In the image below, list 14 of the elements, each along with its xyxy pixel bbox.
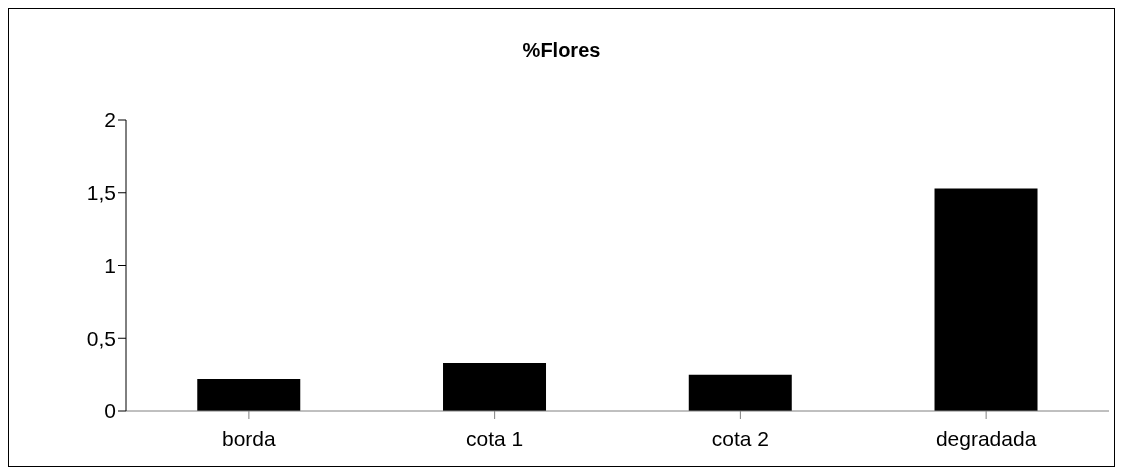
x-tick-label: cota 2 xyxy=(711,426,769,450)
bar xyxy=(934,188,1038,411)
bar xyxy=(443,362,547,411)
y-tick-label: 1 xyxy=(104,253,116,277)
y-tick-label: 2 xyxy=(104,108,116,132)
y-tick-label: 0 xyxy=(104,399,116,423)
x-tick-label: cota 1 xyxy=(466,426,524,450)
chart-title: %Flores xyxy=(521,39,602,62)
x-tick-label: borda xyxy=(222,426,277,450)
bar xyxy=(688,374,792,411)
bar xyxy=(197,378,301,411)
y-tick-label: 1,5 xyxy=(86,181,116,205)
y-tick-label: 0,5 xyxy=(86,326,116,350)
x-tick-label: degradada xyxy=(935,426,1037,450)
